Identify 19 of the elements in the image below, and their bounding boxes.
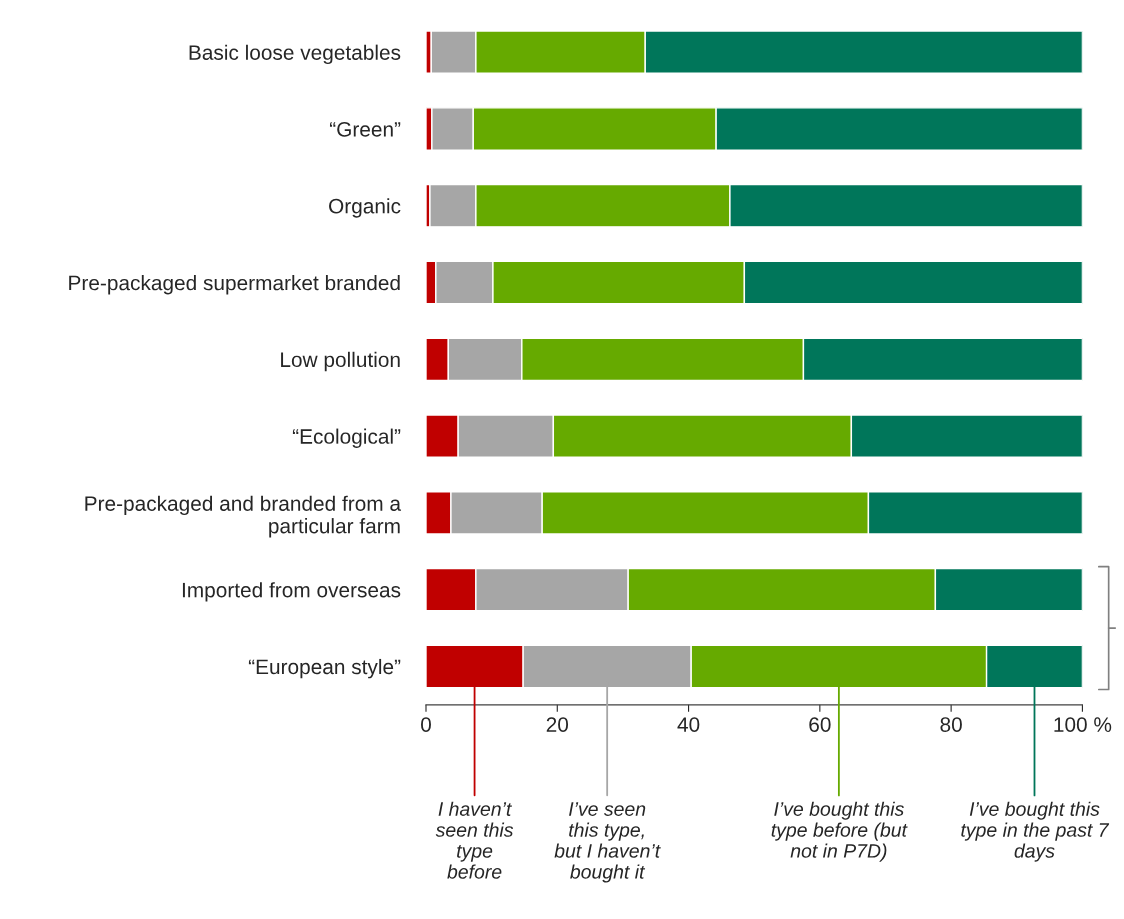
y-tick-label: “Green” bbox=[329, 121, 401, 137]
text: I haven’t seen this type before bbox=[435, 801, 514, 879]
x-tick-label: 0 bbox=[421, 717, 431, 732]
y-tick-label: “European style” bbox=[248, 658, 401, 679]
text: I’ve bought this type in the past 7 days bbox=[961, 801, 1110, 862]
x-tick-label: 40 bbox=[677, 717, 700, 732]
text: I’ve bought this type before (but not in P7D) bbox=[771, 801, 908, 862]
y-tick-label: Pre-packaged and branded from a particular farm bbox=[85, 495, 402, 538]
x-tick-label: 20 bbox=[546, 717, 569, 732]
y-tick-label: Basic loose vegetables bbox=[189, 44, 401, 65]
text: I’ve seen this type, but I haven’t bought it bbox=[554, 802, 661, 883]
y-tick-label: “Ecological” bbox=[292, 428, 401, 448]
x-tick-label: 100 % bbox=[1054, 717, 1112, 732]
x-tick-label: 60 bbox=[809, 717, 831, 732]
y-tick-label: Imported from overseas bbox=[182, 582, 401, 602]
y-tick-label: Low pollution bbox=[281, 351, 400, 372]
x-tick-label: 80 bbox=[940, 717, 962, 732]
y-tick-label: Pre-packaged supermarket branded bbox=[69, 274, 400, 295]
y-tick-label: Organic bbox=[329, 198, 401, 218]
